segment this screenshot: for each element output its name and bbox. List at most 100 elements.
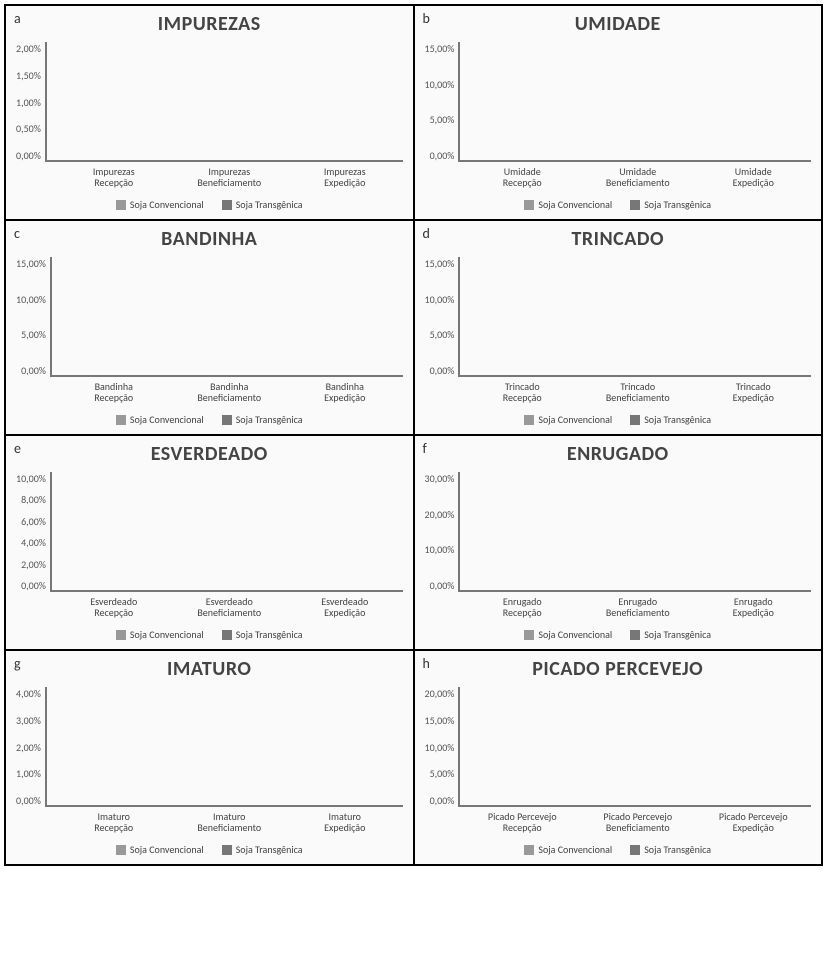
y-tick-label: 0,00%: [430, 149, 455, 162]
y-tick-label: 5,00%: [430, 767, 455, 780]
legend-item: Soja Transgênica: [630, 198, 711, 211]
panel-f: fENRUGADO30,00%20,00%10,00%0,00%Enrugado…: [414, 435, 823, 650]
x-axis-labels: ImpurezasRecepçãoImpurezasBeneficiamento…: [56, 166, 403, 188]
plot-area: [45, 42, 403, 162]
chart-area: 4,00%3,00%2,00%1,00%0,00%: [16, 687, 403, 807]
legend-item: Soja Transgênica: [630, 843, 711, 856]
panel-g: gIMATURO4,00%3,00%2,00%1,00%0,00%Imaturo…: [5, 650, 414, 865]
plot-area: [458, 42, 811, 162]
panel-h: hPICADO PERCEVEJO20,00%15,00%10,00%5,00%…: [414, 650, 823, 865]
legend-swatch: [630, 630, 640, 640]
legend-item: Soja Convencional: [116, 628, 204, 641]
panel-d: dTRINCADO 15,00%10,00%5,00%0,00% TrincadoR…: [414, 220, 823, 435]
legend-label: Soja Transgênica: [644, 413, 711, 426]
panel-letter: f: [423, 440, 427, 457]
chart-title: PICADO PERCEVEJO: [425, 657, 812, 681]
chart-area: 2,00%1,50%1,00%0,50%0,00%: [16, 42, 403, 162]
legend-swatch: [524, 845, 534, 855]
x-tick-label: EnrugadoExpedição: [696, 596, 812, 618]
legend-swatch: [630, 200, 640, 210]
x-axis-labels: EnrugadoRecepçãoEnrugadoBeneficiamentoEn…: [465, 596, 812, 618]
chart-area: 15,00%10,00%5,00%0,00%: [16, 257, 403, 377]
chart-title: TRINCADO: [425, 227, 812, 251]
legend-label: Soja Transgênica: [236, 628, 303, 641]
y-tick-label: 1,00%: [16, 767, 41, 780]
legend: Soja Convencional Soja Transgênica: [425, 198, 812, 211]
x-axis-labels: EsverdeadoRecepçãoEsverdeadoBeneficiamen…: [56, 596, 403, 618]
legend-item: Soja Convencional: [524, 843, 612, 856]
legend-item: Soja Convencional: [524, 413, 612, 426]
panel-letter: c: [14, 225, 20, 242]
legend-item: Soja Transgênica: [222, 843, 303, 856]
x-tick-label: ImaturoExpedição: [287, 811, 403, 833]
y-axis: 2,00%1,50%1,00%0,50%0,00%: [16, 42, 45, 162]
x-tick-label: ImpurezasBeneficiamento: [172, 166, 288, 188]
y-tick-label: 4,00%: [16, 687, 41, 700]
chart-grid: aIMPUREZAS2,00%1,50%1,00%0,50%0,00%Impur…: [4, 4, 823, 866]
legend-swatch: [630, 415, 640, 425]
legend-label: Soja Convencional: [130, 413, 204, 426]
plot-area: [50, 257, 403, 377]
legend-label: Soja Convencional: [538, 413, 612, 426]
y-tick-label: 0,00%: [430, 794, 455, 807]
chart-title: UMIDADE: [425, 12, 812, 36]
chart-title: BANDINHA: [16, 227, 403, 251]
x-axis-labels: ImaturoRecepçãoImaturoBeneficiamentoImat…: [56, 811, 403, 833]
y-tick-label: 8,00%: [21, 493, 46, 506]
y-tick-label: 2,00%: [16, 42, 41, 55]
legend-item: Soja Transgênica: [630, 413, 711, 426]
legend-label: Soja Transgênica: [236, 413, 303, 426]
y-axis: 15,00%10,00%5,00%0,00%: [425, 257, 459, 377]
legend: Soja Convencional Soja Transgênica: [16, 198, 403, 211]
legend-item: Soja Convencional: [524, 198, 612, 211]
x-tick-label: UmidadeExpedição: [696, 166, 812, 188]
chart-area: 20,00%15,00%10,00%5,00%0,00%: [425, 687, 812, 807]
legend-label: Soja Convencional: [130, 628, 204, 641]
legend-swatch: [116, 630, 126, 640]
legend: Soja Convencional Soja Transgênica: [16, 413, 403, 426]
y-tick-label: 5,00%: [430, 328, 455, 341]
y-axis: 15,00%10,00%5,00%0,00%: [16, 257, 50, 377]
legend-label: Soja Transgênica: [236, 198, 303, 211]
legend-label: Soja Convencional: [130, 198, 204, 211]
legend-label: Soja Transgênica: [644, 843, 711, 856]
x-tick-label: EnrugadoBeneficiamento: [580, 596, 696, 618]
y-tick-label: 20,00%: [425, 508, 455, 521]
panel-b: bUMIDADE15,00%10,00%5,00%0,00%UmidadeRec…: [414, 5, 823, 220]
y-tick-label: 10,00%: [16, 293, 46, 306]
legend-label: Soja Convencional: [130, 843, 204, 856]
panel-letter: g: [14, 655, 21, 672]
legend-item: Soja Transgênica: [222, 198, 303, 211]
panel-letter: d: [423, 225, 430, 242]
plot-area: [458, 257, 811, 377]
x-axis-labels: TrincadoRecepçãoTrincadoBeneficiamentoTr…: [465, 381, 812, 403]
x-tick-label: ImpurezasRecepção: [56, 166, 172, 188]
y-tick-label: 10,00%: [425, 741, 455, 754]
y-axis: 4,00%3,00%2,00%1,00%0,00%: [16, 687, 45, 807]
y-tick-label: 15,00%: [425, 714, 455, 727]
legend-label: Soja Transgênica: [236, 843, 303, 856]
y-tick-label: 0,00%: [16, 794, 41, 807]
x-tick-label: EsverdeadoRecepção: [56, 596, 172, 618]
y-tick-label: 0,50%: [16, 122, 41, 135]
y-tick-label: 5,00%: [430, 113, 455, 126]
legend: Soja Convencional Soja Transgênica: [425, 413, 812, 426]
x-tick-label: ImaturoRecepção: [56, 811, 172, 833]
y-tick-label: 10,00%: [425, 78, 455, 91]
legend-item: Soja Convencional: [116, 413, 204, 426]
y-tick-label: 2,00%: [21, 558, 46, 571]
legend-item: Soja Transgênica: [222, 628, 303, 641]
y-tick-label: 0,00%: [21, 364, 46, 377]
panel-a: aIMPUREZAS2,00%1,50%1,00%0,50%0,00%Impur…: [5, 5, 414, 220]
y-tick-label: 15,00%: [425, 42, 455, 55]
legend-swatch: [524, 630, 534, 640]
legend-swatch: [524, 200, 534, 210]
panel-letter: b: [423, 10, 430, 27]
y-tick-label: 3,00%: [16, 714, 41, 727]
legend-swatch: [116, 845, 126, 855]
legend-swatch: [116, 415, 126, 425]
x-tick-label: ImpurezasExpedição: [287, 166, 403, 188]
legend-swatch: [222, 200, 232, 210]
y-tick-label: 1,00%: [16, 96, 41, 109]
y-axis: 15,00% 10,00% 5,00% 0,00%: [425, 42, 459, 162]
